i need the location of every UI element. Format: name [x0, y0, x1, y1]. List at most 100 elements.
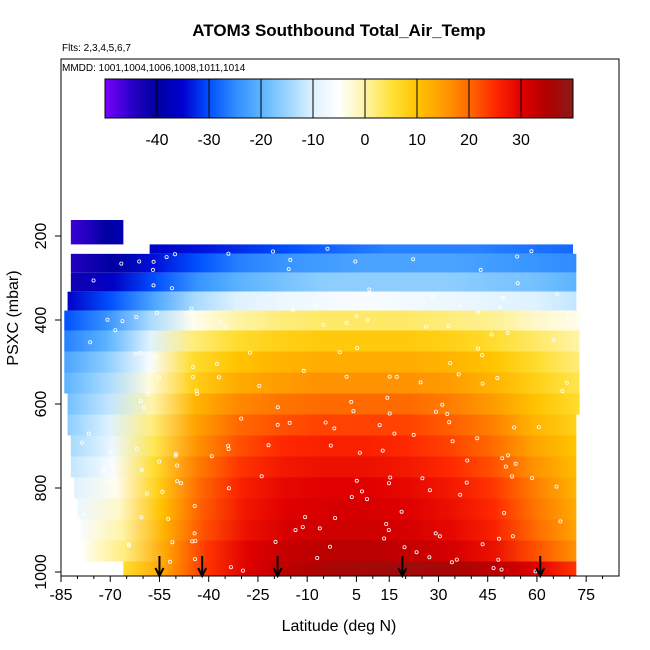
temperature-band [67, 291, 577, 311]
sample-point [312, 303, 317, 308]
sample-point [464, 480, 469, 485]
sample-point [150, 267, 155, 272]
sample-point [301, 368, 306, 373]
colorbar-tick-label: -30 [197, 132, 220, 149]
x-tick-label: -25 [246, 587, 269, 604]
sample-point [120, 319, 125, 324]
sample-point [402, 545, 407, 550]
sample-point [456, 372, 461, 377]
sample-point [323, 420, 328, 425]
sample-point [175, 479, 180, 484]
sample-point [218, 319, 223, 324]
sample-point [101, 466, 106, 471]
sample-point [449, 560, 454, 565]
sample-point [380, 448, 385, 453]
colorbar-tick-label: 10 [408, 132, 426, 149]
sample-point [414, 550, 419, 555]
sample-point [387, 411, 392, 416]
sample-point [551, 337, 556, 342]
x-tick-label: 30 [430, 587, 448, 604]
sample-point [257, 383, 262, 388]
dates-subtitle: MMDD: 1001,1004,1006,1008,1011,1014 [62, 63, 246, 74]
sample-point [325, 246, 330, 251]
sample-point [126, 543, 131, 548]
sample-point [222, 325, 227, 330]
sample-point [166, 516, 171, 521]
sample-point [209, 454, 214, 459]
sample-point [228, 565, 233, 570]
sample-point [108, 450, 113, 455]
sample-point [564, 380, 569, 385]
sample-point [288, 257, 293, 262]
sample-point [317, 526, 322, 531]
x-tick-label: 15 [380, 587, 398, 604]
sample-point [565, 314, 570, 319]
sample-point [500, 295, 505, 300]
sample-point [457, 303, 462, 308]
colorbar-tick-label: 30 [512, 132, 530, 149]
sample-point [185, 310, 190, 315]
sample-point [300, 525, 305, 530]
sample-point [174, 463, 179, 468]
colorbar-tick-label: -40 [145, 132, 168, 149]
sample-point [351, 409, 356, 414]
x-axis-label: Latitude (deg N) [282, 618, 397, 635]
sample-point [392, 431, 397, 436]
sample-point [226, 446, 231, 451]
sample-point [496, 557, 501, 562]
sample-point [337, 350, 342, 355]
temperature-band [70, 272, 577, 292]
sample-point [475, 346, 480, 351]
sample-point [386, 528, 391, 533]
sample-point [240, 568, 245, 573]
sample-point [394, 374, 399, 379]
sample-point [364, 497, 369, 502]
x-tick-label: 45 [479, 587, 497, 604]
temperature-band [83, 540, 577, 562]
chart-title: ATOM3 Southbound Total_Air_Temp [192, 21, 485, 40]
sample-point [529, 249, 534, 254]
sample-point [173, 453, 178, 458]
sample-point [480, 381, 485, 386]
x-tick-label: -40 [197, 587, 220, 604]
sample-point [418, 380, 423, 385]
sample-point [367, 287, 372, 292]
sample-point [332, 426, 337, 431]
sample-point [270, 249, 275, 254]
sample-point [239, 416, 244, 421]
sample-point [475, 310, 480, 315]
sample-point [454, 557, 459, 562]
sample-point [433, 531, 438, 536]
temperature-band [77, 498, 577, 520]
sample-point [433, 409, 438, 414]
sample-point [399, 509, 404, 514]
sample-point [247, 350, 252, 355]
sample-point [387, 374, 392, 379]
sample-point [475, 436, 480, 441]
sample-point [424, 324, 429, 329]
temperature-band [70, 253, 577, 273]
sample-point [536, 424, 541, 429]
sample-point [107, 480, 112, 485]
y-tick-label: 200 [33, 223, 50, 250]
sample-point [156, 375, 161, 380]
sample-point [138, 399, 143, 404]
temperature-band [74, 477, 577, 499]
x-tick-label: 75 [577, 587, 595, 604]
sample-point [357, 450, 362, 455]
sample-point [189, 306, 194, 311]
sample-point [495, 375, 500, 380]
sample-point [353, 259, 358, 264]
sample-point [146, 392, 151, 397]
sample-point [142, 405, 147, 410]
sample-point [354, 313, 359, 318]
sample-point [447, 420, 452, 425]
sample-point [515, 281, 520, 286]
sample-point [133, 351, 138, 356]
sample-point [480, 353, 485, 358]
sample-point [290, 307, 295, 312]
sample-point [384, 522, 389, 527]
sample-point [333, 516, 338, 521]
sample-point [191, 364, 196, 369]
